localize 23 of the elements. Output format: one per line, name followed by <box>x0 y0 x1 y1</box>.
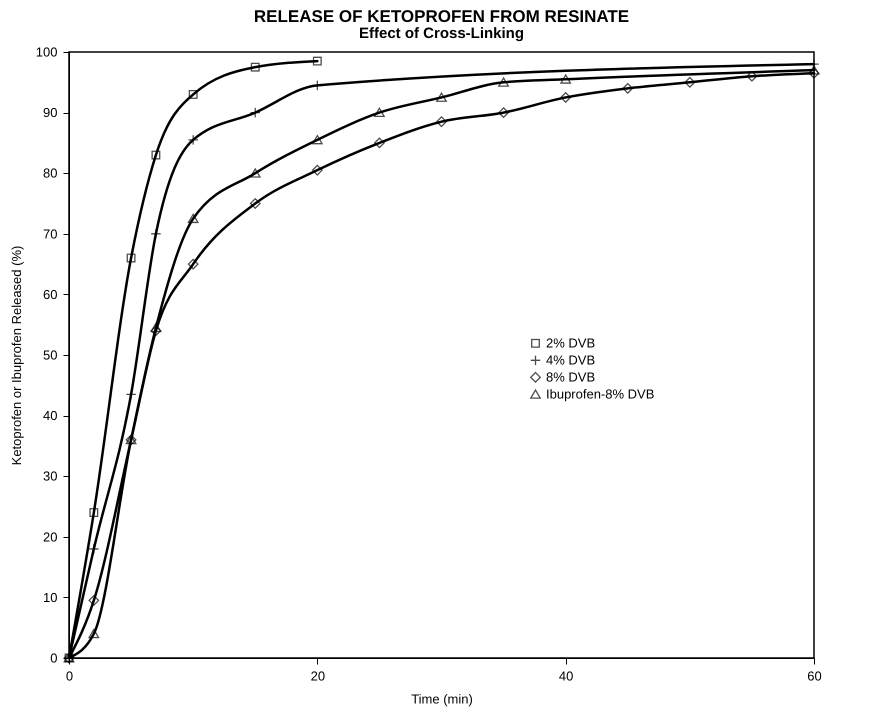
y-tick-label: 70 <box>43 226 58 242</box>
y-tick-label: 30 <box>43 468 58 484</box>
legend-label: 8% DVB <box>546 369 596 384</box>
y-tick-label: 0 <box>50 650 58 666</box>
chart-title: RELEASE OF KETOPROFEN FROM RESINATE <box>254 7 630 26</box>
chart-subtitle: Effect of Cross-Linking <box>358 25 524 42</box>
x-tick-label: 20 <box>310 668 326 684</box>
y-tick-label: 80 <box>43 166 58 181</box>
y-tick-label: 60 <box>43 286 58 302</box>
legend-label: 4% DVB <box>546 352 596 368</box>
x-tick-label: 40 <box>558 668 574 684</box>
x-tick-label: 0 <box>66 668 74 684</box>
legend-label: Ibuprofen-8% DVB <box>546 386 654 402</box>
y-tick-label: 50 <box>43 348 58 362</box>
y-tick-label: 10 <box>43 590 58 605</box>
y-tick-label: 40 <box>43 408 58 424</box>
y-tick-label: 90 <box>43 105 58 120</box>
y-tick-label: 100 <box>36 44 58 60</box>
y-tick-label: 20 <box>43 529 58 544</box>
x-tick-label: 60 <box>807 668 822 684</box>
y-axis-title: Ketoprofen or Ibuprofen Released (%) <box>8 246 24 466</box>
legend-label: 2% DVB <box>546 335 596 350</box>
x-axis-title: Time (min) <box>411 692 473 706</box>
